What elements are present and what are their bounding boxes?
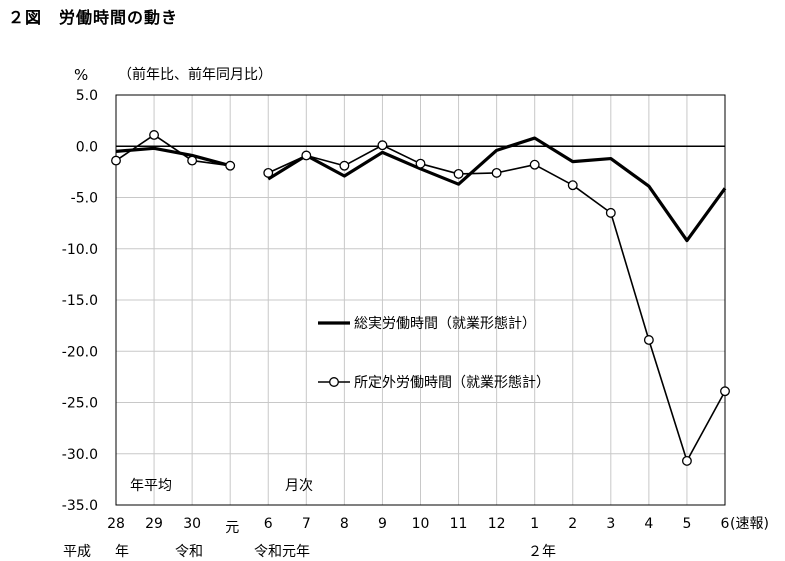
y-tick-label: -10.0 xyxy=(62,242,98,258)
x-tick-label: 2 xyxy=(568,516,577,532)
x-tick-label: 10 xyxy=(412,516,430,532)
plot-frame xyxy=(115,94,726,506)
x-tick-label: 9 xyxy=(378,516,387,532)
figure-title: ２図 労働時間の動き xyxy=(8,8,179,27)
era-label-reiwa-gannen: 令和元年 xyxy=(254,544,310,560)
overtime-point xyxy=(681,455,692,466)
y-tick-labels: 5.0 0.0 -5.0 -10.0 -15.0 -20.0 -25.0 -30.0 -35.0 xyxy=(62,88,98,514)
x-tick-suffix: (速報) xyxy=(730,516,769,532)
series-layer xyxy=(111,130,730,466)
x-tick-label: 6 xyxy=(721,516,730,532)
y-tick-label: -35.0 xyxy=(62,498,98,514)
overtime-point xyxy=(529,159,540,170)
series-overtime-hours-line xyxy=(115,134,231,167)
section-label-monthly: 月次 xyxy=(285,478,313,494)
x-tick-labels: 28 29 30 元 6 7 8 9 10 11 12 1 2 3 4 5 6 (速報) xyxy=(107,516,769,536)
era-label-nen: 年 xyxy=(115,544,129,560)
overtime-point xyxy=(187,155,198,166)
overtime-point xyxy=(339,160,350,171)
chart-grid xyxy=(115,94,726,506)
y-tick-label: 0.0 xyxy=(76,139,98,155)
overtime-point xyxy=(643,335,654,345)
x-tick-label: 4 xyxy=(644,516,653,532)
overtime-point xyxy=(415,158,426,169)
x-tick-label: 30 xyxy=(183,516,201,532)
y-axis-note: （前年比、前年同月比） xyxy=(118,66,272,83)
overtime-point xyxy=(453,168,464,179)
x-tick-label: 元 xyxy=(225,520,239,536)
x-tick-label: 29 xyxy=(145,516,163,532)
x-tick-label: 8 xyxy=(340,516,349,532)
overtime-point xyxy=(605,207,616,218)
overtime-point xyxy=(301,150,312,161)
overtime-point xyxy=(377,140,388,151)
series-total-hours-line xyxy=(115,146,231,168)
era-label-year2: ２年 xyxy=(528,544,556,560)
overtime-point xyxy=(567,180,578,191)
x-tick-label: 1 xyxy=(530,516,539,532)
y-tick-label: -20.0 xyxy=(62,344,98,360)
overtime-point xyxy=(225,160,236,171)
legend-total-label: 総実労働時間（就業形態計） xyxy=(354,316,536,332)
y-tick-label: -5.0 xyxy=(71,191,98,207)
section-label-annual: 年平均 xyxy=(130,478,172,494)
y-tick-label: 5.0 xyxy=(76,88,98,104)
overtime-point xyxy=(720,386,730,397)
y-unit-label: % xyxy=(74,66,88,84)
x-tick-label: 3 xyxy=(606,516,615,532)
x-tick-label: 6 xyxy=(264,516,273,532)
y-tick-label: -30.0 xyxy=(62,447,98,463)
x-tick-label: 11 xyxy=(450,516,468,532)
overtime-point xyxy=(149,130,160,140)
era-label-heisei: 平成 xyxy=(63,544,91,560)
era-label-reiwa: 令和 xyxy=(175,544,203,560)
x-tick-label: 5 xyxy=(682,516,691,532)
overtime-point xyxy=(263,167,274,178)
y-tick-label: -15.0 xyxy=(62,293,98,309)
x-tick-label: 12 xyxy=(488,516,506,532)
x-tick-label: 28 xyxy=(107,516,125,532)
legend-overtime-label: 所定外労働時間（就業形態計） xyxy=(354,375,550,391)
overtime-point xyxy=(491,167,502,178)
x-tick-label: 7 xyxy=(302,516,311,532)
overtime-point xyxy=(111,155,121,166)
series-total-hours-line xyxy=(267,136,727,243)
legend-overtime-marker xyxy=(329,377,339,387)
y-tick-label: -25.0 xyxy=(62,396,98,412)
legend: 総実労働時間（就業形態計） 所定外労働時間（就業形態計） xyxy=(318,316,550,391)
